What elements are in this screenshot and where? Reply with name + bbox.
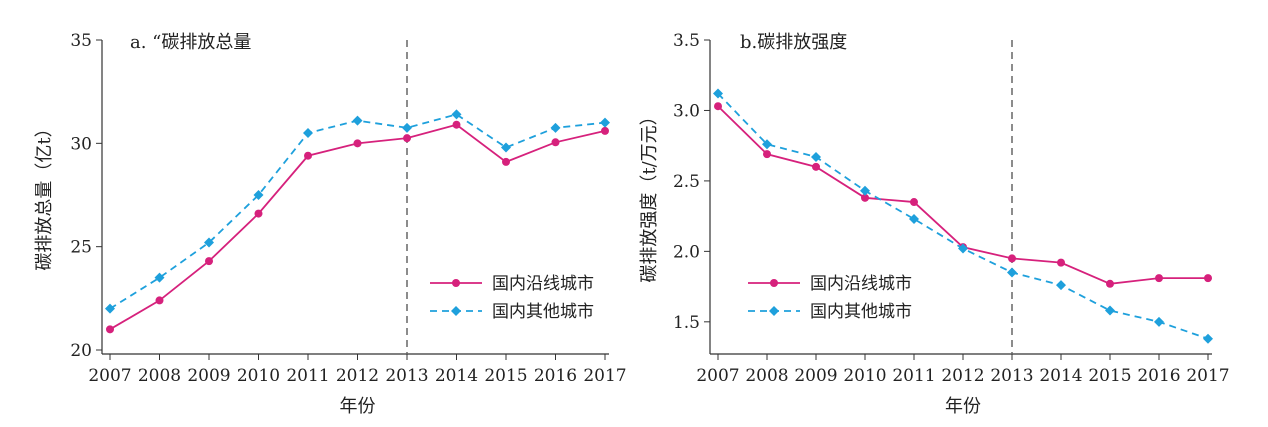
y-tick-label: 2.0 [673,242,700,262]
data-point-circle [106,325,114,334]
panel-b: 1.5 2.0 2.5 3.0 3.5 2007 2008 2009 2010 2011 2012 2… [639,31,1230,417]
x-tick-label: 2010 [237,366,280,386]
y-axis-title: 碳排放强度（t/万元） [639,107,660,282]
data-point-diamond [713,88,723,99]
x-tick-label: 2010 [843,366,886,386]
data-point-circle [452,120,461,129]
data-point-circle [1106,279,1114,288]
x-tick-label: 2009 [794,366,837,386]
data-point-circle [812,162,820,171]
y-axis-title: 碳排放总量（亿t） [34,119,55,270]
x-tick-label: 2009 [187,366,230,386]
data-point-diamond [303,128,313,138]
data-point-circle [1008,254,1016,263]
legend-marker-diamond [769,306,779,316]
data-point-circle [601,126,609,135]
x-tick-label: 2017 [583,366,626,386]
legend-label: 国内沿线城市 [492,274,594,294]
x-tick-label: 2013 [385,366,428,386]
x-tick-label: 2012 [336,366,379,386]
x-tick-label: 2011 [892,366,935,386]
x-tick-label: 2016 [534,366,577,386]
y-tick-label: 20 [70,341,92,361]
data-point-diamond [811,151,821,162]
x-tick-label: 2008 [745,366,788,386]
y-tick-label: 1.5 [673,313,700,333]
data-point-circle [763,150,771,159]
legend-label: 国内其他城市 [492,302,594,322]
y-tick-label: 30 [70,134,92,154]
panel-a: 20 25 30 35 2007 2008 2009 2010 2011 2012 2013 2014… [34,31,627,417]
x-tick-label: 2011 [286,366,329,386]
x-tick-label: 2016 [1137,366,1180,386]
data-point-diamond [600,117,610,128]
data-point-diamond [1105,305,1115,316]
data-point-circle [1155,274,1163,283]
y-tick-label: 35 [70,31,92,51]
data-point-circle [861,193,869,202]
x-axis-title: 年份 [340,396,376,417]
x-tick-label: 2008 [138,366,181,386]
x-tick-label: 2012 [941,366,984,386]
data-point-circle [502,157,510,166]
series-line-coastal [109,123,606,331]
x-tick-label: 2013 [990,366,1033,386]
legend-marker-circle [770,279,778,287]
data-point-circle [1204,274,1212,283]
y-tick-label: 25 [70,238,92,258]
data-point-circle [155,296,164,305]
x-tick-label: 2007 [696,366,739,386]
panel-title: a. “碳排放总量 [130,32,251,53]
series-line-other [717,92,1209,340]
data-point-diamond [352,115,363,126]
x-tick-label: 2015 [484,366,527,386]
legend-label: 国内沿线城市 [810,274,912,294]
panel-title: b.碳排放强度 [740,32,847,53]
data-point-diamond [958,243,968,254]
x-tick-label: 2014 [435,366,478,386]
series-line-coastal [717,105,1208,285]
legend-label: 国内其他城市 [810,302,912,322]
data-point-diamond [1056,280,1066,291]
data-point-circle [254,209,263,218]
x-tick-label: 2007 [88,366,131,386]
data-point-diamond [762,139,772,150]
x-tick-label: 2017 [1186,366,1229,386]
data-point-diamond [154,272,165,283]
legend-marker-circle [452,279,460,287]
x-tick-label: 2014 [1039,366,1082,386]
data-point-diamond [253,190,264,200]
data-point-circle [1057,258,1065,267]
data-point-diamond [402,122,412,133]
data-point-circle [205,257,213,266]
data-point-diamond [204,237,214,248]
data-point-diamond [105,303,115,314]
data-point-circle [353,139,362,148]
data-point-diamond [860,185,870,196]
data-point-diamond [451,109,462,120]
data-point-circle [403,134,411,143]
x-tick-label: 2015 [1088,366,1131,386]
data-point-diamond [550,122,561,133]
legend-marker-diamond [451,306,461,316]
data-point-circle [714,102,722,111]
data-point-circle [304,151,312,160]
x-axis-title: 年份 [945,396,981,417]
data-point-diamond [1154,316,1164,327]
data-point-circle [551,138,560,147]
y-tick-label: 3.0 [673,101,700,121]
data-point-diamond [1203,333,1213,344]
y-tick-label: 2.5 [673,172,700,192]
data-point-diamond [909,213,919,224]
y-tick-label: 3.5 [673,31,700,51]
data-point-diamond [1007,267,1017,278]
data-point-diamond [501,142,511,153]
data-point-circle [910,198,918,207]
